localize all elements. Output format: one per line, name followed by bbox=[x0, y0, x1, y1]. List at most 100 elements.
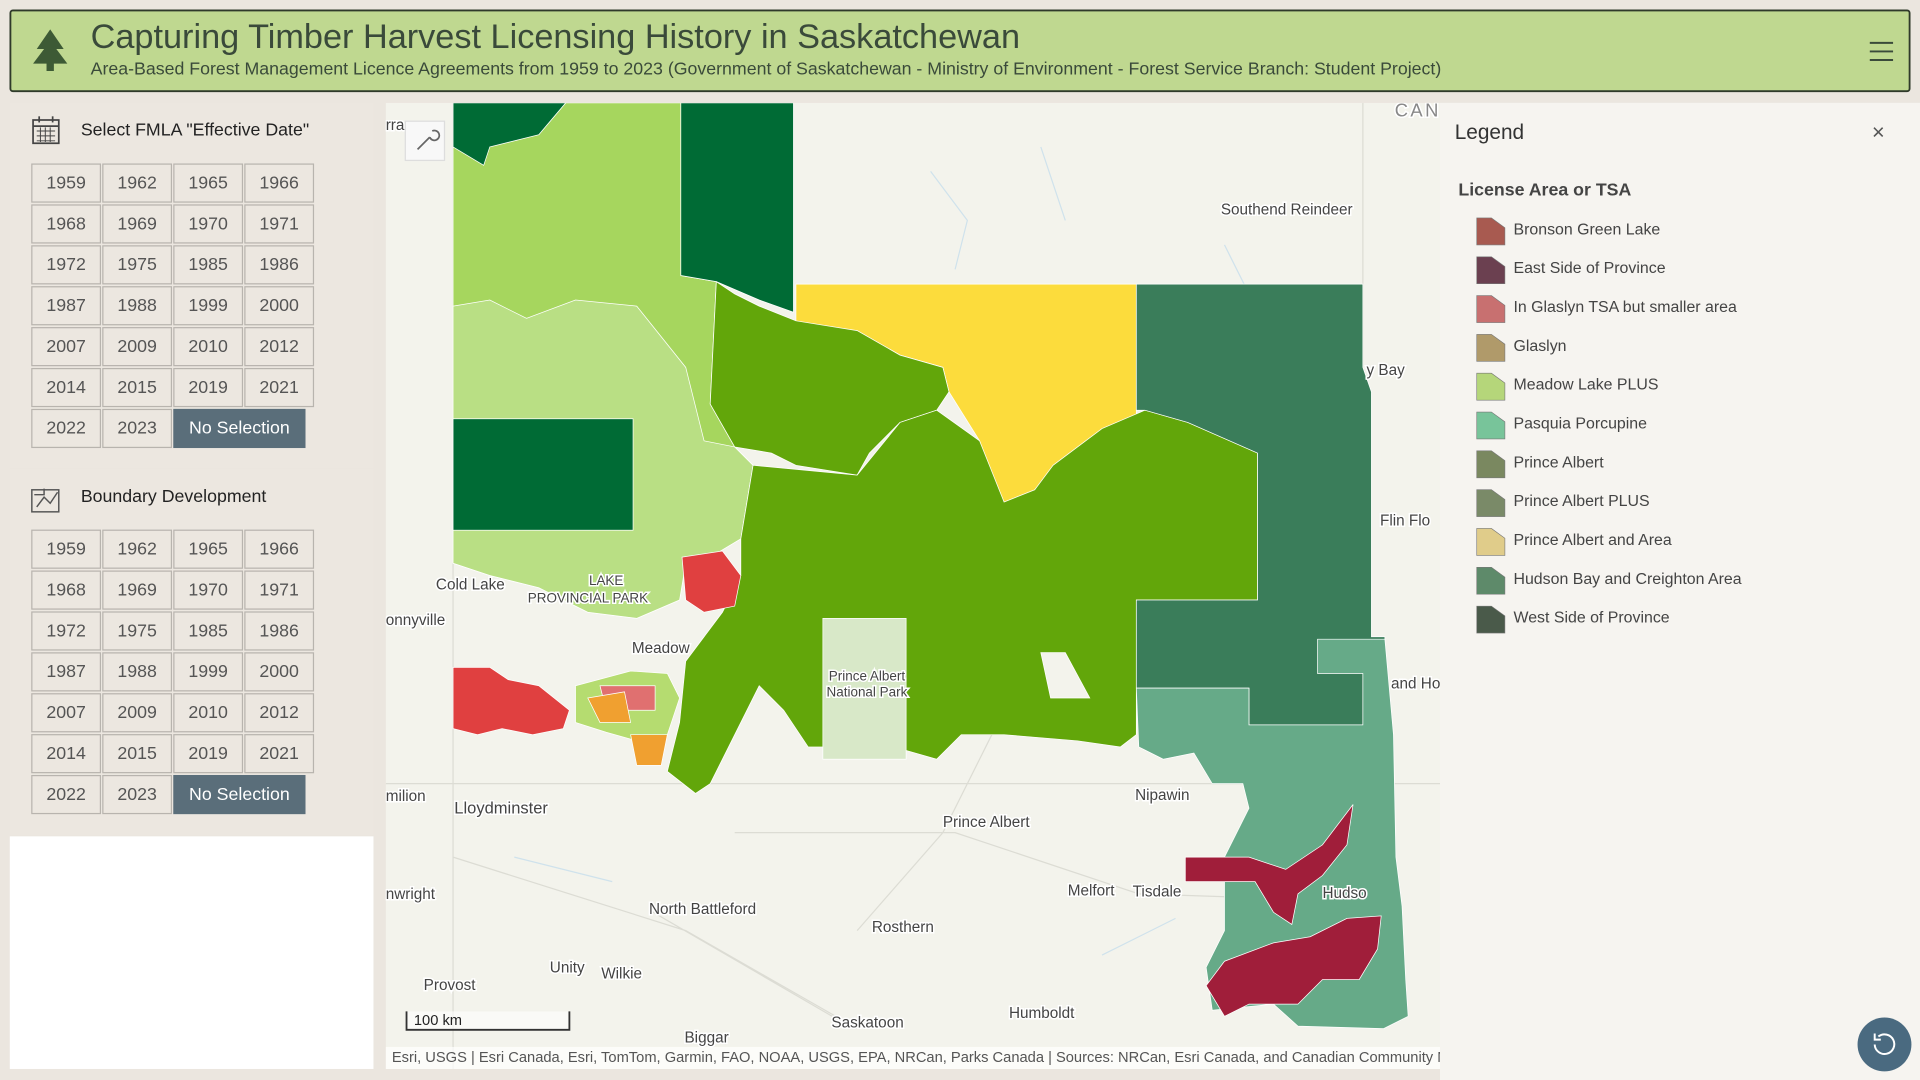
button-box bbox=[244, 245, 315, 285]
button-label: 2022 bbox=[46, 418, 85, 438]
filter-button[interactable]: 1959 bbox=[31, 529, 102, 569]
filter-button[interactable]: 1966 bbox=[244, 163, 315, 203]
map[interactable]: CAN rra Southend Reindeer y Bay Flin Flo Cold… bbox=[385, 99, 1554, 1069]
filter-button[interactable]: No Selection bbox=[173, 408, 306, 449]
filter-button[interactable]: 1970 bbox=[173, 204, 244, 244]
button-label: 1968 bbox=[46, 579, 86, 599]
filter-button[interactable]: 2019 bbox=[173, 734, 244, 774]
filter-button[interactable]: 1959 bbox=[31, 163, 102, 203]
filter-button[interactable]: 1987 bbox=[31, 286, 102, 326]
filter-button[interactable]: 2023 bbox=[102, 408, 173, 449]
filter-button[interactable]: 2010 bbox=[173, 327, 244, 367]
button-box bbox=[102, 611, 173, 651]
button-box bbox=[102, 529, 173, 569]
filter-button[interactable]: 1966 bbox=[244, 529, 315, 569]
button-label: 1985 bbox=[188, 254, 228, 274]
button-label: 1986 bbox=[259, 620, 299, 640]
filter-button[interactable]: 1962 bbox=[102, 163, 173, 203]
filter-button[interactable]: 2014 bbox=[31, 367, 102, 408]
legend-item: Hudson Bay and Creighton Area bbox=[1476, 566, 1742, 595]
filter-button[interactable]: 1988 bbox=[102, 652, 173, 692]
filter-button[interactable]: 1999 bbox=[173, 652, 244, 692]
filter-button[interactable]: 1969 bbox=[102, 570, 173, 610]
filter-button[interactable]: No Selection bbox=[173, 774, 306, 815]
tool-button[interactable] bbox=[404, 120, 446, 162]
button-label: 1971 bbox=[259, 579, 299, 599]
filter-button[interactable]: 1975 bbox=[102, 611, 173, 651]
filter-button[interactable]: 1968 bbox=[31, 570, 102, 610]
filter-button[interactable]: 2015 bbox=[102, 734, 173, 774]
button-box bbox=[31, 774, 102, 815]
place-label: Southend Reindeer bbox=[1221, 202, 1353, 219]
filter-button[interactable]: 1986 bbox=[244, 245, 315, 285]
button-box bbox=[31, 529, 102, 569]
filter-button[interactable]: 2023 bbox=[102, 774, 173, 815]
place-label: rra bbox=[386, 117, 405, 134]
button-label: 2012 bbox=[259, 336, 299, 356]
button-box bbox=[244, 286, 315, 326]
filter-button[interactable]: 1971 bbox=[244, 570, 315, 610]
place-label: Humboldt bbox=[1009, 1005, 1075, 1022]
filter-button[interactable]: 2007 bbox=[31, 693, 102, 733]
button-box bbox=[31, 652, 102, 692]
button-label: 1972 bbox=[46, 620, 85, 640]
filter-button[interactable]: 1962 bbox=[102, 529, 173, 569]
filter-button[interactable]: 2000 bbox=[244, 652, 315, 692]
filter-button[interactable]: 1969 bbox=[102, 204, 173, 244]
button-label: 1966 bbox=[259, 172, 299, 192]
filter-button[interactable]: 1985 bbox=[173, 611, 244, 651]
button-label: 1970 bbox=[188, 213, 228, 233]
filter-button[interactable]: 2014 bbox=[31, 734, 102, 774]
button-label: 1986 bbox=[259, 254, 299, 274]
filter-button[interactable]: 2019 bbox=[173, 367, 244, 408]
close-button[interactable]: × bbox=[1872, 119, 1885, 144]
filter-button[interactable]: 1968 bbox=[31, 204, 102, 244]
button-box bbox=[173, 570, 244, 610]
button-box bbox=[102, 163, 173, 203]
legend-item: Meadow Lake PLUS bbox=[1476, 372, 1658, 401]
filter-button[interactable]: 2012 bbox=[244, 693, 315, 733]
filter-button[interactable]: 2022 bbox=[31, 774, 102, 815]
filter-button[interactable]: 1975 bbox=[102, 245, 173, 285]
filter-button[interactable]: 1999 bbox=[173, 286, 244, 326]
filter-button[interactable]: 1965 bbox=[173, 163, 244, 203]
filter-button[interactable]: 1970 bbox=[173, 570, 244, 610]
legend-swatch bbox=[1476, 372, 1506, 401]
filter-button[interactable]: 1972 bbox=[31, 245, 102, 285]
button-box bbox=[102, 286, 173, 326]
filter-button[interactable]: 1986 bbox=[244, 611, 315, 651]
place-label: Flin Flo bbox=[1380, 513, 1430, 530]
refresh-button[interactable] bbox=[1857, 1017, 1912, 1072]
button-label: 2012 bbox=[259, 702, 299, 722]
legend-swatch bbox=[1476, 605, 1506, 634]
button-label: 1988 bbox=[117, 295, 157, 315]
filter-button[interactable]: 2009 bbox=[102, 693, 173, 733]
filter-button[interactable]: 2010 bbox=[173, 693, 244, 733]
filter-button[interactable]: 1987 bbox=[31, 652, 102, 692]
licence-areas bbox=[452, 102, 1409, 1029]
button-label: 2015 bbox=[117, 377, 157, 397]
filter-button[interactable]: 2012 bbox=[244, 327, 315, 367]
place-label: Prince Albert bbox=[943, 814, 1030, 831]
filter-button[interactable]: 1988 bbox=[102, 286, 173, 326]
filter-button[interactable]: 2021 bbox=[244, 734, 315, 774]
filter-button[interactable]: 2007 bbox=[31, 327, 102, 367]
legend-item: Prince Albert and Area bbox=[1476, 528, 1672, 556]
menu-button[interactable] bbox=[1869, 41, 1894, 61]
legend-item: West Side of Province bbox=[1476, 605, 1670, 634]
filter-button[interactable]: 2000 bbox=[244, 286, 315, 326]
basemap-roads bbox=[385, 102, 1440, 1069]
filter-button[interactable]: 1965 bbox=[173, 529, 244, 569]
filter-button[interactable]: 2021 bbox=[244, 367, 315, 408]
filter-button[interactable]: 1971 bbox=[244, 204, 315, 244]
button-box bbox=[173, 286, 244, 326]
filter-button[interactable]: 1985 bbox=[173, 245, 244, 285]
filter-button[interactable]: 2022 bbox=[31, 408, 102, 449]
filter-button[interactable]: 2009 bbox=[102, 327, 173, 367]
button-box bbox=[31, 570, 102, 610]
place-label: onnyville bbox=[386, 612, 446, 629]
place-label: Hudso bbox=[1322, 885, 1366, 902]
filter-button[interactable]: 2015 bbox=[102, 367, 173, 408]
filter-button[interactable]: 1972 bbox=[31, 611, 102, 651]
legend-swatch bbox=[1476, 334, 1506, 362]
